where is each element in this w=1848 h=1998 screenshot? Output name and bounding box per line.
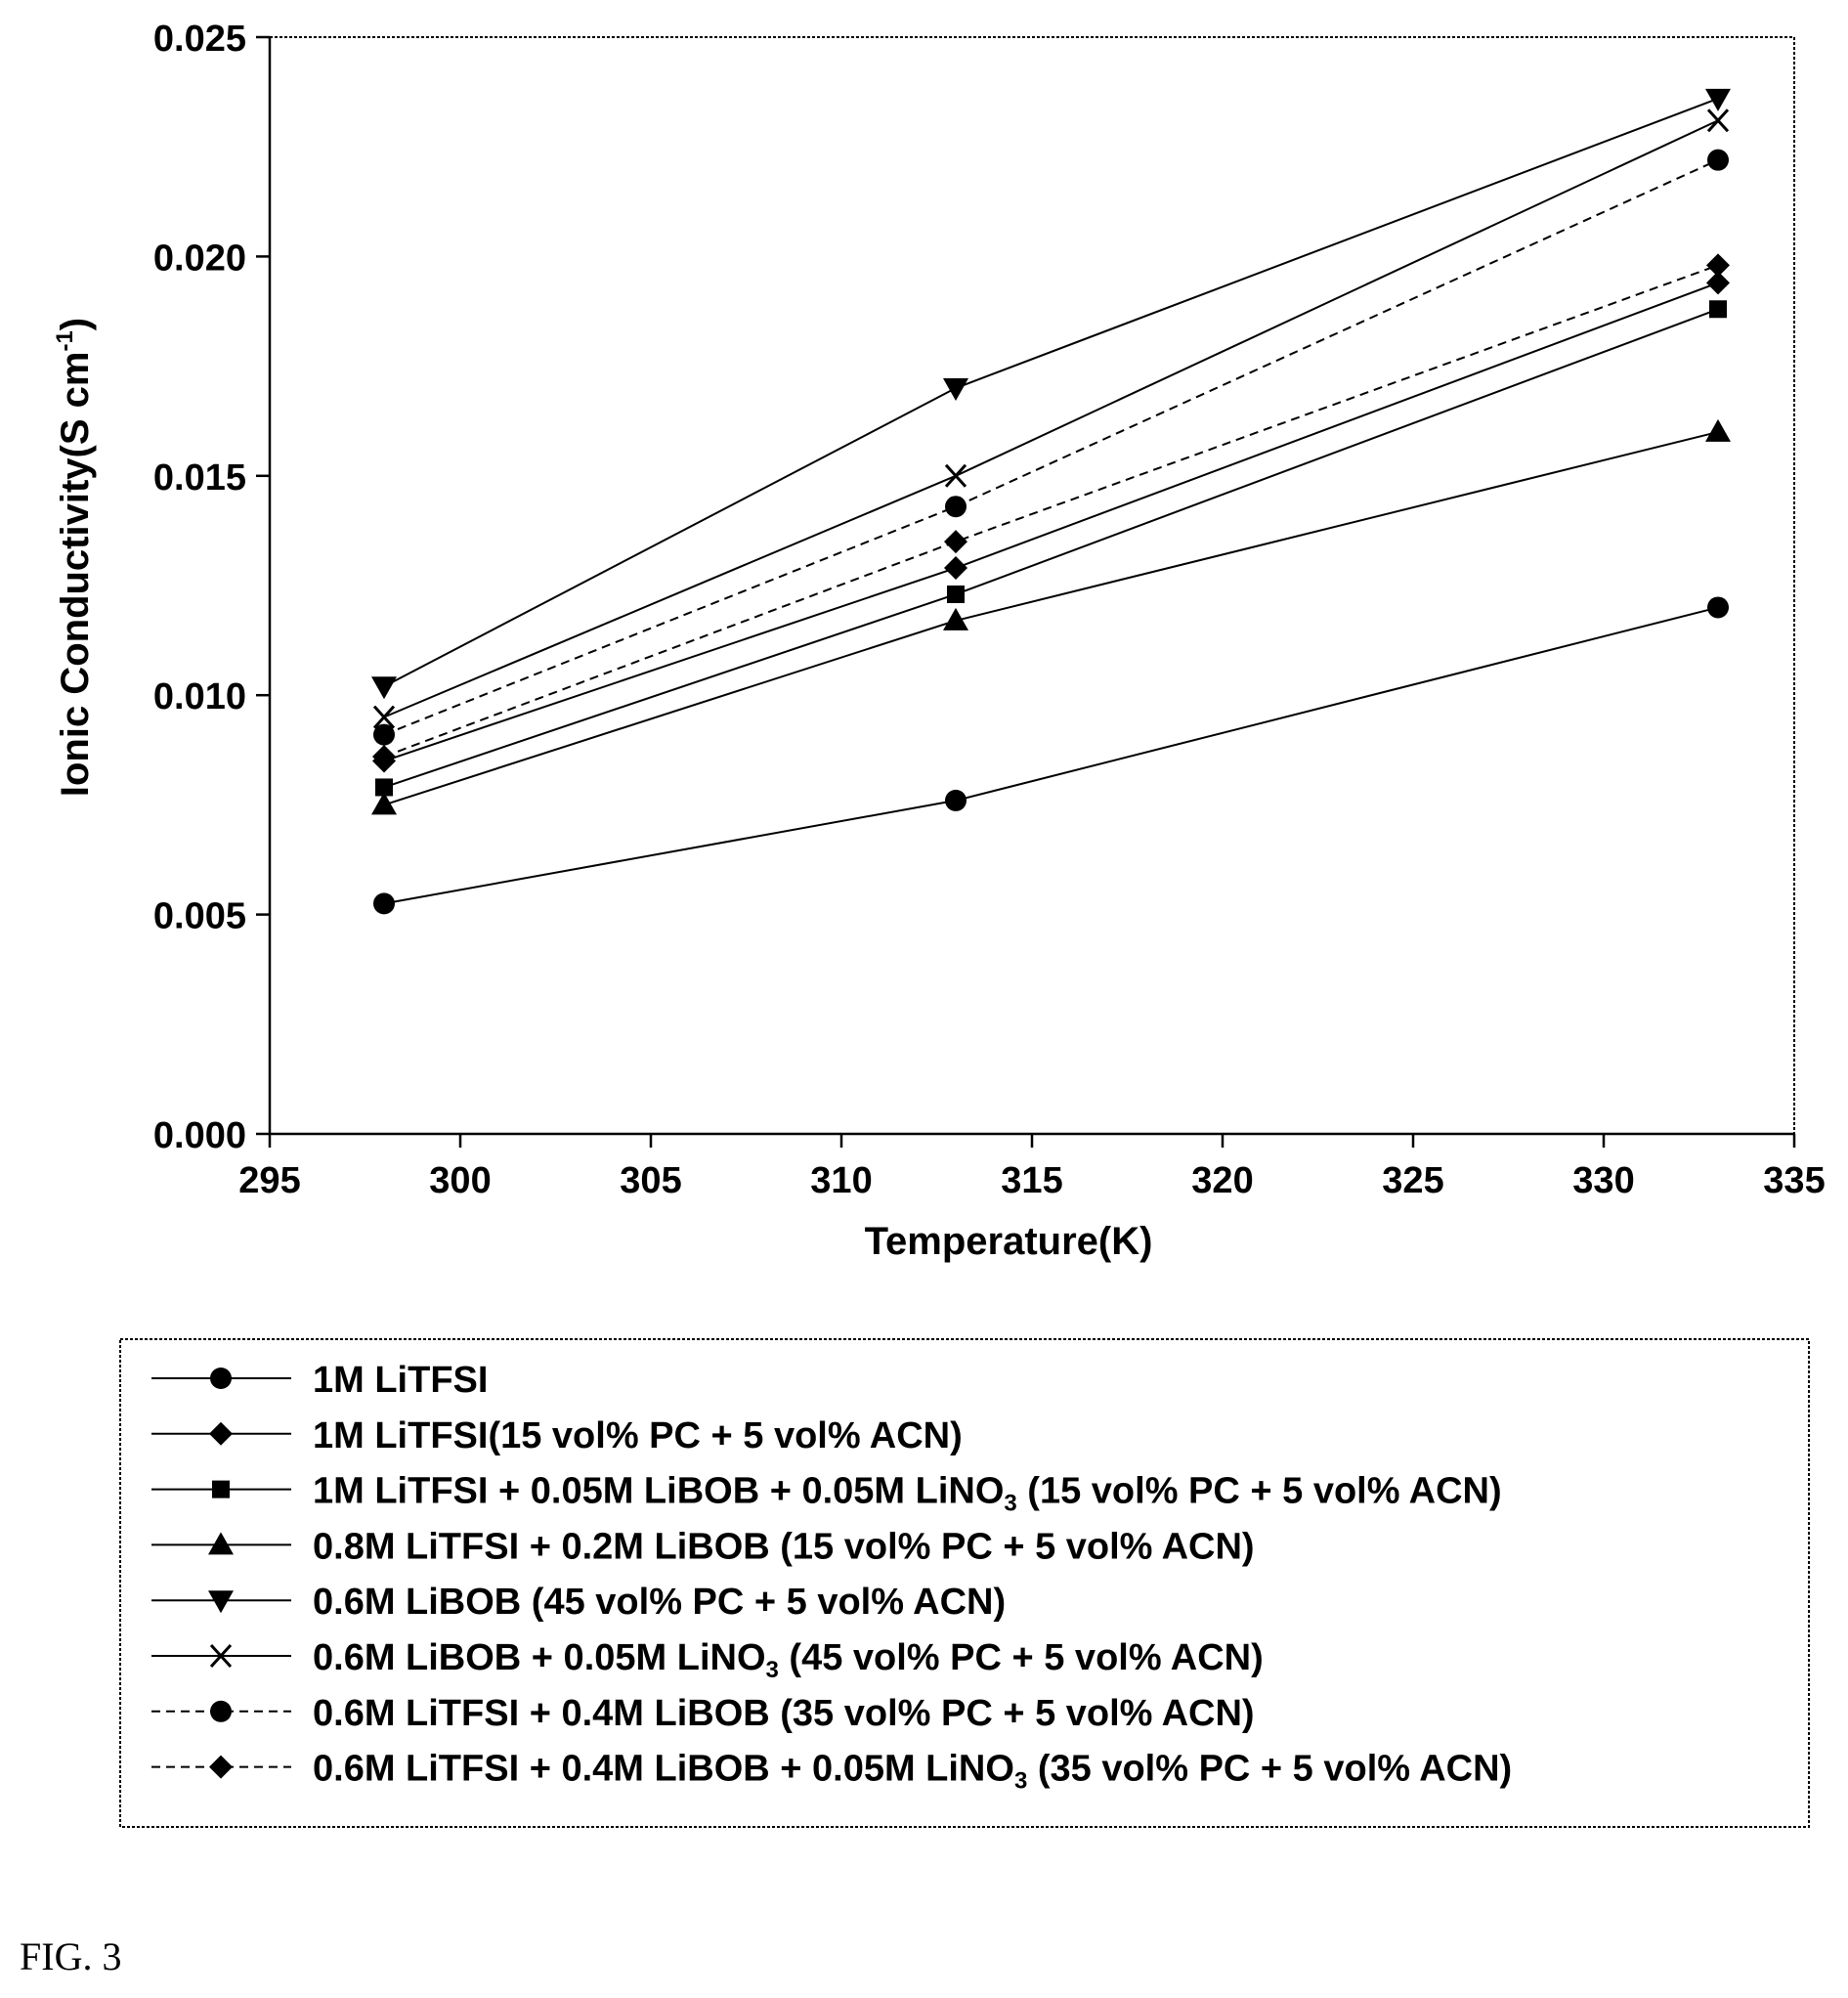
data-point-s3-2 — [947, 585, 965, 603]
series-line-6 — [383, 119, 1719, 718]
legend-label-2: 1M LiTFSI(15 vol% PC + 5 vol% ACN) — [313, 1415, 963, 1456]
data-point-s6-1 — [372, 705, 396, 729]
data-point-s2-3 — [1706, 271, 1730, 295]
figure-label: FIG. 3 — [20, 1934, 122, 1978]
legend-label-text: 1M LiTFSI — [313, 1360, 488, 1401]
legend-label-subscript: 3 — [1014, 1768, 1027, 1795]
legend-label-text: 1M LiTFSI + 0.05M LiBOB + 0.05M LiNO — [313, 1471, 1004, 1512]
series-line-8 — [383, 264, 1719, 758]
legend-marker-4 — [208, 1532, 234, 1555]
y-tick-label: 0.025 — [153, 19, 246, 60]
legend-marker-5 — [208, 1590, 234, 1614]
plot-frame — [269, 36, 1795, 1135]
legend-label-tail: (45 vol% PC + 5 vol% ACN) — [779, 1637, 1264, 1678]
legend-label-6: 0.6M LiBOB + 0.05M LiNO3 (45 vol% PC + 5… — [313, 1637, 1264, 1683]
series-line-5 — [383, 97, 1719, 688]
legend-marker-6 — [209, 1643, 233, 1669]
data-point-s4-2 — [943, 607, 968, 630]
series-lines — [383, 97, 1719, 905]
legend-marker-3 — [212, 1480, 230, 1498]
y-tick-label: 0.015 — [153, 457, 246, 499]
axis-ticks: 295 300 305 310 315 320 325 330 335 0.000 0.005 0.0… — [153, 19, 1826, 1201]
series-line-1 — [383, 606, 1719, 905]
legend-marker-7 — [210, 1700, 232, 1722]
data-point-s1-2 — [945, 789, 967, 811]
legend-label-text: 0.8M LiTFSI + 0.2M LiBOB (15 vol% PC + 5… — [313, 1526, 1255, 1567]
legend-label-4: 0.8M LiTFSI + 0.2M LiBOB (15 vol% PC + 5… — [313, 1526, 1255, 1567]
legend-label-text: 0.6M LiTFSI + 0.4M LiBOB + 0.05M LiNO — [313, 1749, 1014, 1790]
data-point-s4-1 — [371, 792, 397, 815]
legend-marker-8 — [209, 1755, 233, 1779]
legend-box — [119, 1338, 1810, 1828]
legend-label-subscript: 3 — [766, 1657, 779, 1683]
legend-label-tail: (35 vol% PC + 5 vol% ACN) — [1027, 1749, 1512, 1790]
series-line-7 — [383, 158, 1719, 736]
legend-marker-2 — [209, 1421, 233, 1446]
legend-marker-1 — [210, 1368, 232, 1389]
data-point-s5-2 — [943, 378, 968, 402]
x-tick-label: 320 — [1191, 1160, 1253, 1201]
y-axis-title-main: Ionic Conductivity(S cm — [54, 352, 97, 798]
data-point-s8-1 — [372, 745, 396, 769]
data-point-s8-3 — [1706, 253, 1730, 278]
x-tick-label: 330 — [1572, 1160, 1634, 1201]
legend-label-text: 0.6M LiBOB + 0.05M LiNO — [313, 1637, 766, 1678]
legend: 1M LiTFSI 1M LiTFSI(15 vol% PC + 5 vol% A… — [151, 1360, 1512, 1795]
legend-label-tail: (15 vol% PC + 5 vol% ACN) — [1017, 1471, 1502, 1512]
data-point-s1-1 — [373, 892, 395, 915]
data-point-s8-2 — [944, 530, 967, 554]
data-point-s2-2 — [944, 556, 967, 581]
legend-label-subscript: 3 — [1004, 1491, 1016, 1517]
data-point-s4-3 — [1705, 418, 1731, 442]
legend-label-text: 0.6M LiBOB (45 vol% PC + 5 vol% ACN) — [313, 1582, 1006, 1623]
y-tick-label: 0.000 — [153, 1115, 246, 1156]
y-axis-title-close: ) — [54, 318, 97, 330]
data-point-s3-1 — [375, 778, 393, 797]
x-tick-label: 325 — [1382, 1160, 1443, 1201]
x-tick-label: 315 — [1001, 1160, 1062, 1201]
y-tick-label: 0.010 — [153, 676, 246, 717]
legend-label-text: 1M LiTFSI(15 vol% PC + 5 vol% ACN) — [313, 1415, 963, 1456]
legend-label-8: 0.6M LiTFSI + 0.4M LiBOB + 0.05M LiNO3 (… — [313, 1749, 1512, 1795]
data-point-s5-3 — [1705, 88, 1731, 111]
series-line-4 — [383, 430, 1719, 806]
data-point-s6-3 — [1706, 109, 1730, 133]
x-tick-label: 295 — [238, 1160, 300, 1201]
data-point-s6-2 — [944, 463, 967, 488]
legend-label-text: 0.6M LiTFSI + 0.4M LiBOB (35 vol% PC + 5… — [313, 1693, 1255, 1734]
y-tick-label: 0.020 — [153, 238, 246, 279]
data-point-s7-1 — [373, 723, 395, 746]
y-axis-title-superscript: -1 — [52, 330, 78, 351]
x-tick-label: 300 — [429, 1160, 491, 1201]
x-tick-label: 305 — [620, 1160, 681, 1201]
x-tick-label: 310 — [810, 1160, 872, 1201]
data-point-s7-3 — [1707, 149, 1729, 171]
data-point-s1-3 — [1707, 596, 1729, 619]
y-axis-title: Ionic Conductivity(S cm-1) — [52, 318, 97, 797]
legend-label-3: 1M LiTFSI + 0.05M LiBOB + 0.05M LiNO3 (1… — [313, 1471, 1502, 1517]
legend-label-1: 1M LiTFSI — [313, 1360, 488, 1401]
x-axis-title: Temperature(K) — [865, 1220, 1153, 1263]
series-line-3 — [383, 308, 1719, 789]
legend-label-5: 0.6M LiBOB (45 vol% PC + 5 vol% ACN) — [313, 1582, 1006, 1623]
data-point-s5-1 — [371, 676, 397, 700]
series-line-2 — [383, 282, 1719, 762]
data-point-s7-2 — [945, 496, 967, 518]
data-point-s3-3 — [1709, 300, 1727, 319]
series-markers — [371, 88, 1731, 915]
y-tick-label: 0.005 — [153, 896, 246, 937]
legend-label-7: 0.6M LiTFSI + 0.4M LiBOB (35 vol% PC + 5… — [313, 1693, 1255, 1734]
x-tick-label: 335 — [1763, 1160, 1825, 1201]
